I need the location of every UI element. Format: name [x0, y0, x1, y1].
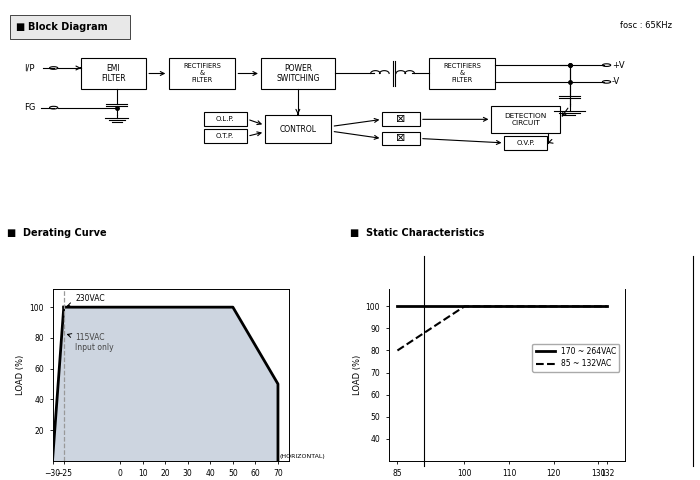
Line: 85 ~ 132VAC: 85 ~ 132VAC [434, 277, 673, 331]
Text: (HORIZONTAL): (HORIZONTAL) [279, 454, 325, 459]
85 ~ 132VAC [668, 275, 677, 280]
Y-axis label: LOAD (%): LOAD (%) [17, 355, 25, 395]
FancyBboxPatch shape [504, 136, 547, 150]
Text: O.L.P.: O.L.P. [216, 116, 234, 122]
Text: 115VAC
Input only: 115VAC Input only [67, 333, 113, 352]
85 ~ 132VAC [506, 275, 514, 280]
FancyBboxPatch shape [80, 58, 146, 89]
85 ~ 132VAC [430, 328, 438, 334]
FancyBboxPatch shape [10, 15, 130, 39]
Text: RECTIFIERS
&
FILTER: RECTIFIERS & FILTER [443, 63, 481, 84]
Text: RECTIFIERS
&
FILTER: RECTIFIERS & FILTER [183, 63, 220, 84]
Text: ■  Static Characteristics: ■ Static Characteristics [350, 228, 484, 238]
Circle shape [50, 107, 58, 109]
FancyBboxPatch shape [382, 112, 419, 126]
Text: O.T.P.: O.T.P. [216, 133, 235, 139]
Text: FG: FG [24, 103, 36, 112]
Text: POWER
SWITCHING: POWER SWITCHING [276, 64, 320, 83]
Circle shape [603, 64, 610, 66]
Y-axis label: LOAD (%): LOAD (%) [353, 340, 361, 381]
Text: DETECTION
CIRCUIT: DETECTION CIRCUIT [505, 113, 547, 126]
FancyBboxPatch shape [382, 132, 419, 145]
Text: 230VAC: 230VAC [67, 294, 105, 307]
Circle shape [50, 67, 58, 69]
Text: EMI
FILTER: EMI FILTER [101, 64, 125, 83]
FancyBboxPatch shape [169, 58, 235, 89]
Text: ■: ■ [15, 22, 24, 32]
Legend: 170 ~ 264VAC, 85 ~ 132VAC: 170 ~ 264VAC, 85 ~ 132VAC [600, 326, 687, 354]
Text: fosc : 65KHz: fosc : 65KHz [620, 21, 673, 30]
Text: O.V.P.: O.V.P. [516, 140, 535, 146]
FancyBboxPatch shape [428, 58, 495, 89]
Text: ⊠: ⊠ [396, 114, 405, 124]
Text: +V: +V [612, 60, 624, 70]
Text: I/P: I/P [24, 63, 35, 72]
Text: -V: -V [612, 77, 620, 86]
FancyBboxPatch shape [204, 112, 247, 126]
Polygon shape [52, 307, 278, 461]
Circle shape [603, 81, 610, 83]
Text: ■  Derating Curve: ■ Derating Curve [7, 228, 106, 238]
FancyBboxPatch shape [491, 106, 560, 132]
FancyBboxPatch shape [261, 58, 335, 89]
FancyBboxPatch shape [204, 129, 247, 143]
Text: Block Diagram: Block Diagram [27, 22, 107, 32]
FancyBboxPatch shape [265, 115, 331, 144]
Text: CONTROL: CONTROL [279, 124, 316, 133]
Text: ⊠: ⊠ [396, 133, 405, 144]
